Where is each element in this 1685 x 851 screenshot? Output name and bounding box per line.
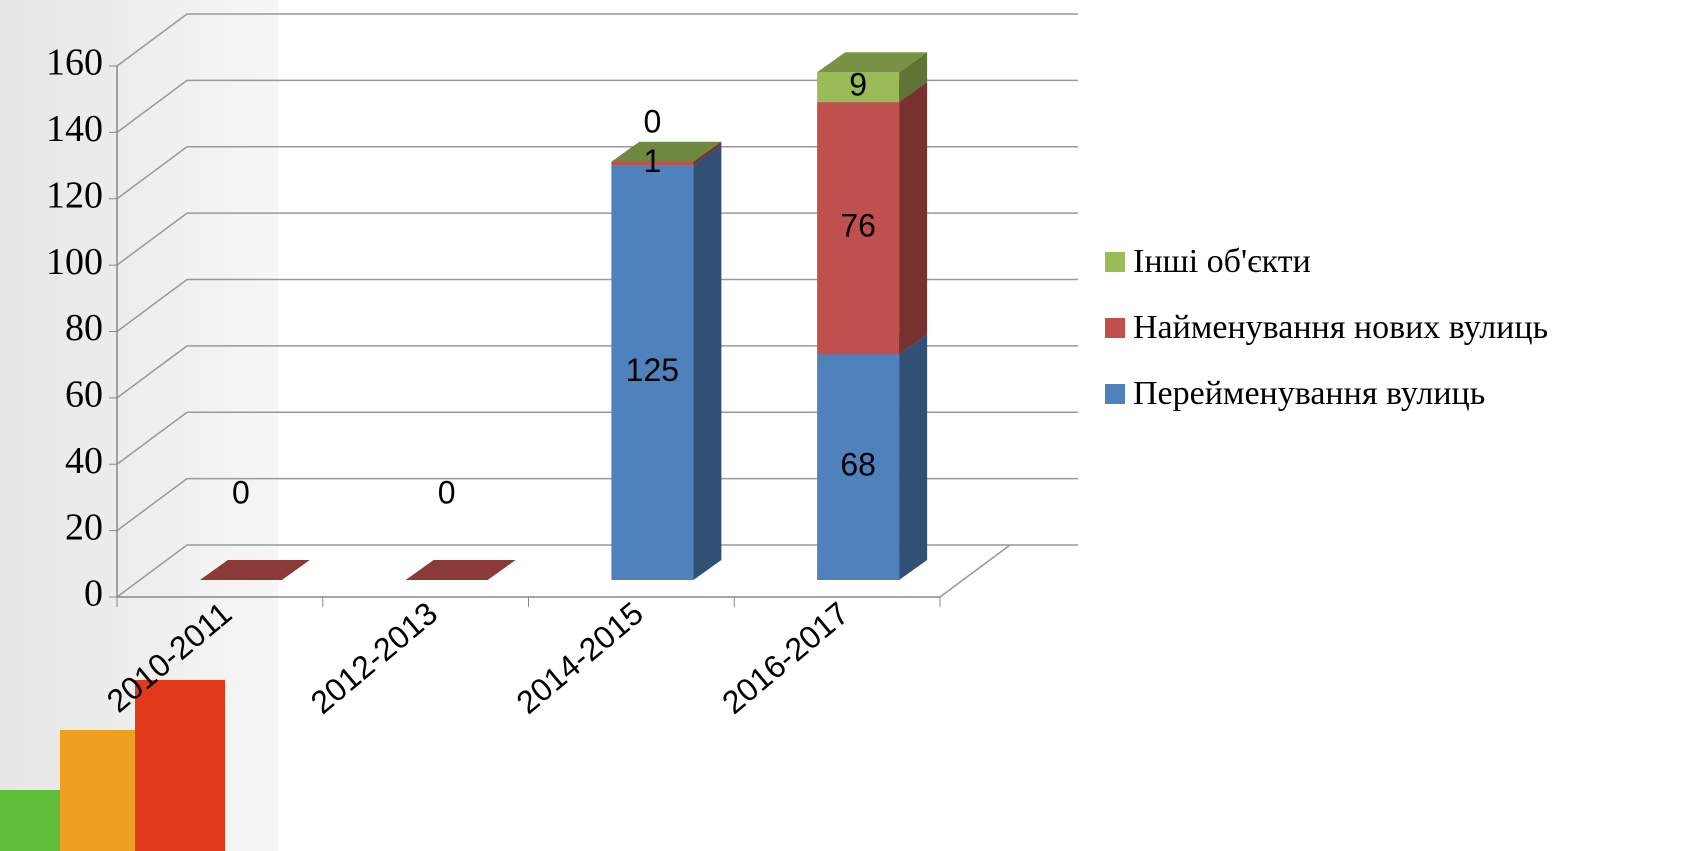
bar-front xyxy=(817,102,900,355)
bar-side xyxy=(693,145,722,580)
side-grid-line xyxy=(116,345,188,399)
y-tick-label: 20 xyxy=(65,506,103,548)
decor-icon xyxy=(0,680,225,851)
legend-swatch xyxy=(1105,384,1125,404)
value-label: 9 xyxy=(849,67,867,103)
bar-side xyxy=(899,334,928,580)
side-grid-line xyxy=(116,212,188,266)
legend-label: Перейменування вулиць xyxy=(1133,375,1486,412)
y-tick-label: 120 xyxy=(46,174,103,216)
value-label: 68 xyxy=(840,447,876,483)
legend-entry: Інші об'єкти xyxy=(1105,240,1675,284)
side-grid-line xyxy=(116,79,188,133)
legend: Інші об'єкти Найменування нових вулиць Пер… xyxy=(1105,240,1675,438)
bar-segment xyxy=(817,82,928,355)
value-label: 0 xyxy=(643,103,661,139)
x-tick-label: 2014-2015 xyxy=(510,595,650,721)
bar-front xyxy=(611,161,694,166)
legend-entry: Найменування нових вулиць xyxy=(1105,306,1675,350)
value-label: 76 xyxy=(840,208,876,244)
bar-top xyxy=(817,52,928,73)
side-grid-line xyxy=(116,146,188,200)
bar-side xyxy=(899,52,928,103)
x-tick-label: 2016-2017 xyxy=(715,595,855,721)
bar-side xyxy=(899,82,928,355)
legend-entry: Перейменування вулиць xyxy=(1105,372,1675,416)
value-label: 0 xyxy=(232,474,250,510)
y-tick-label: 100 xyxy=(46,241,103,283)
bar-segment xyxy=(817,52,928,103)
bar-top xyxy=(199,560,310,580)
side-grid-line xyxy=(116,278,188,333)
bar-front xyxy=(611,165,694,580)
side-grid-line xyxy=(116,13,188,67)
side-grid-line xyxy=(116,411,188,465)
y-tick-label: 140 xyxy=(46,108,103,150)
y-tick-label: 60 xyxy=(65,374,103,416)
y-tick-label: 40 xyxy=(65,440,103,482)
y-tick-label: 80 xyxy=(65,307,103,349)
bar-segment xyxy=(611,141,722,162)
bar-top xyxy=(611,141,722,162)
legend-label: Інші об'єкти xyxy=(1133,243,1311,280)
value-label: 0 xyxy=(438,474,456,510)
value-label: 1 xyxy=(643,143,661,179)
bar-top xyxy=(405,560,516,580)
x-tick-label: 2012-2013 xyxy=(304,595,444,721)
bar-segment xyxy=(199,560,310,580)
legend-swatch xyxy=(1105,318,1125,338)
bar-front xyxy=(817,72,900,103)
value-label: 125 xyxy=(626,352,679,388)
y-tick-label: 160 xyxy=(46,42,103,84)
y-tick-label: 0 xyxy=(84,573,103,615)
bar-front xyxy=(817,354,900,580)
side-grid-line xyxy=(116,478,188,532)
bar-segment xyxy=(611,145,722,580)
bar-side xyxy=(693,141,722,166)
bar-segment xyxy=(405,560,516,580)
side-grid-line xyxy=(116,544,188,598)
legend-swatch xyxy=(1105,252,1125,272)
legend-label: Найменування нових вулиць xyxy=(1133,309,1549,346)
floor-edge xyxy=(939,544,1011,598)
